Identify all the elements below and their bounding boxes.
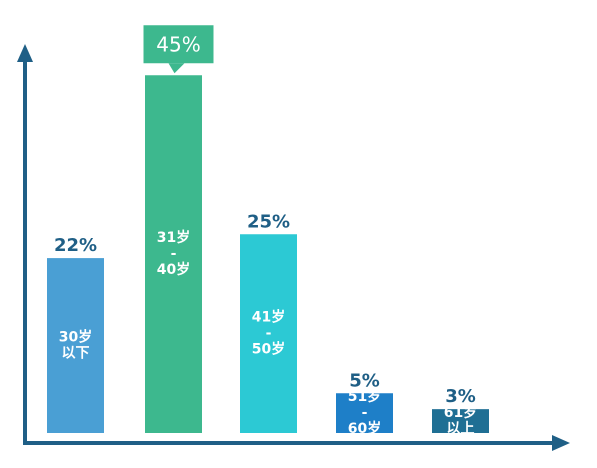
bar-0 <box>47 258 104 433</box>
bar-2 <box>240 234 297 433</box>
value-label-1: 45% <box>156 32 200 56</box>
bar-3 <box>336 393 393 433</box>
category-label-0: 30岁以下 <box>59 329 92 362</box>
category-label-2: 41岁-50岁 <box>252 309 285 358</box>
category-label-3: 51岁-60岁 <box>348 388 381 437</box>
x-axis-arrow-icon <box>552 435 570 451</box>
y-axis-arrow-icon <box>17 44 33 62</box>
value-callout-box <box>143 25 214 64</box>
bar-1 <box>145 75 202 433</box>
category-label-4: 61岁以上 <box>444 404 477 437</box>
value-label-4: 3% <box>445 386 476 407</box>
bars-layer <box>47 75 489 433</box>
value-label-2: 25% <box>247 211 290 232</box>
bar-4 <box>432 409 489 433</box>
category-label-1: 31岁-40岁 <box>157 229 190 278</box>
value-label-0: 22% <box>54 235 97 256</box>
value-label-3: 5% <box>349 370 380 391</box>
axes-layer <box>17 44 570 451</box>
value-callout-pointer-icon <box>168 63 185 74</box>
